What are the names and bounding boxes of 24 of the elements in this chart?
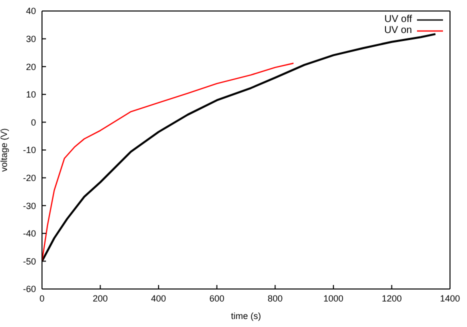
x-tick-label: 800	[268, 293, 283, 304]
x-tick-label: 600	[209, 293, 224, 304]
x-tick-label: 200	[92, 293, 108, 304]
y-tick-label: -30	[22, 200, 36, 211]
y-tick-label: -20	[22, 172, 36, 183]
y-tick-label: 0	[30, 117, 36, 128]
x-tick-label: 0	[39, 293, 45, 304]
x-axis-title: time (s)	[231, 311, 261, 321]
y-tick-label: 40	[26, 6, 36, 16]
y-tick-label: -10	[22, 145, 36, 156]
legend-label: UV off	[384, 14, 412, 25]
y-axis-title: voltage (V)	[0, 128, 10, 172]
y-tick-label: -50	[22, 256, 36, 266]
y-tick-label: 20	[26, 62, 36, 72]
x-tick-label: 1400	[440, 293, 460, 304]
x-tick-label: 1000	[323, 293, 344, 304]
legend-label: UV on	[384, 25, 412, 36]
line-series	[42, 62, 294, 262]
y-tick-label: -60	[22, 284, 36, 294]
x-tick-label: 400	[151, 293, 166, 304]
y-tick-label: 10	[26, 90, 36, 100]
x-tick-label: 1200	[382, 293, 402, 304]
y-tick-label: 30	[26, 34, 36, 44]
y-tick-label: -40	[22, 228, 36, 239]
